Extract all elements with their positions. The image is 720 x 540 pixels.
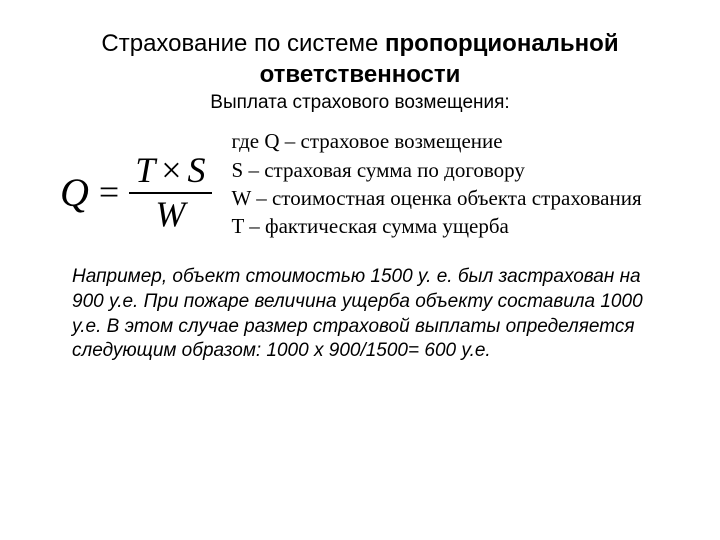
formula-equals: =: [99, 171, 119, 213]
def-t: T – фактическая сумма ущерба: [232, 213, 660, 239]
example-paragraph: Например, объект стоимостью 1500 у. е. б…: [60, 265, 660, 364]
formula-num-right: S: [188, 150, 206, 190]
def-w: W – стоимостная оценка объекта страхован…: [232, 185, 660, 211]
content-row: Q = T×S W где Q – страховое возмещение S…: [60, 128, 660, 241]
slide-title: Страхование по системе пропорциональной …: [60, 28, 660, 90]
formula-denominator: W: [155, 194, 185, 232]
formula-fraction: T×S W: [129, 152, 211, 232]
formula-times: ×: [161, 150, 181, 190]
def-q: где Q – страховое возмещение: [232, 128, 660, 154]
formula-equation: Q = T×S W: [60, 152, 212, 232]
formula-num-left: T: [135, 150, 155, 190]
definition-list: где Q – страховое возмещение S – страхов…: [232, 128, 660, 241]
def-s: S – страховая сумма по договору: [232, 157, 660, 183]
formula-lhs: Q: [60, 169, 89, 216]
slide-subtitle: Выплата страхового возмещения:: [60, 92, 660, 114]
formula-block: Q = T×S W: [60, 128, 212, 232]
title-plain: Страхование по системе: [101, 30, 385, 57]
formula-numerator: T×S: [129, 152, 211, 194]
